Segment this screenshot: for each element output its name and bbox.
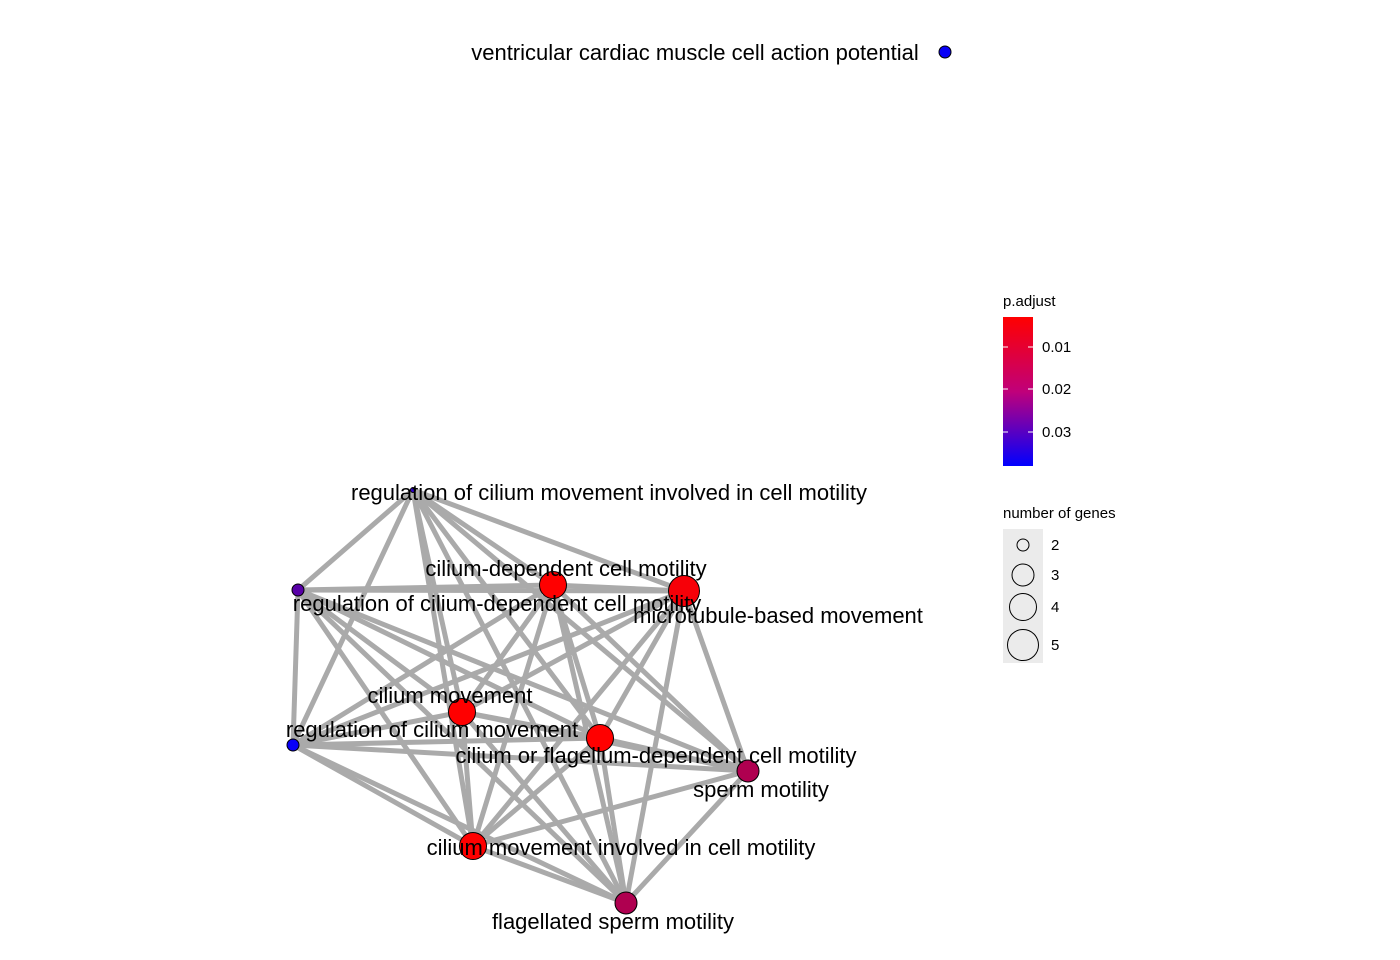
node-label-cmicm: cilium movement involved in cell motilit… bbox=[427, 835, 816, 860]
network-edge bbox=[295, 587, 687, 594]
network-edge bbox=[681, 588, 751, 774]
color-tick-label: 0.01 bbox=[1042, 339, 1071, 356]
network-edge bbox=[290, 588, 687, 748]
network-edge bbox=[597, 735, 629, 906]
size-tick-label: 5 bbox=[1051, 637, 1059, 654]
network-edge bbox=[459, 709, 629, 906]
size-key-circle bbox=[1007, 629, 1039, 661]
color-legend: p.adjust 0.01 0.02 0.03 bbox=[1003, 293, 1071, 466]
node-label-rcdcm: regulation of cilium-dependent cell moti… bbox=[293, 591, 701, 616]
size-tick-label: 2 bbox=[1051, 537, 1059, 554]
size-legend-title: number of genes bbox=[1003, 505, 1116, 522]
node-label-cdcm: cilium-dependent cell motility bbox=[425, 556, 706, 581]
node-cdcm bbox=[539, 571, 567, 599]
node-vcm bbox=[938, 45, 952, 59]
network-edge bbox=[410, 487, 556, 588]
node-cofdcm bbox=[586, 724, 614, 752]
node-cm bbox=[448, 698, 476, 726]
color-tick-label: 0.02 bbox=[1042, 381, 1071, 398]
node-fsm bbox=[614, 891, 638, 915]
network-edge bbox=[410, 487, 476, 849]
network-edge bbox=[470, 735, 603, 849]
network-edge bbox=[550, 582, 751, 774]
node-label-cofdcm: cilium or flagellum-dependent cell motil… bbox=[455, 743, 856, 768]
network-edge bbox=[295, 487, 416, 593]
node-rcm bbox=[286, 738, 300, 752]
node-label-rcm: regulation of cilium movement bbox=[286, 717, 578, 742]
color-legend-title: p.adjust bbox=[1003, 293, 1056, 310]
label-layer: ventricular cardiac muscle cell action p… bbox=[286, 40, 923, 934]
network-edge bbox=[295, 587, 629, 906]
size-key-circle bbox=[1009, 593, 1037, 621]
network-edge bbox=[623, 588, 687, 906]
node-label-cm: cilium movement bbox=[367, 683, 532, 708]
network-edge bbox=[290, 742, 751, 774]
size-tick-label: 3 bbox=[1051, 567, 1059, 584]
node-sm bbox=[736, 759, 760, 783]
node-label-mbm: microtubule-based movement bbox=[633, 603, 923, 628]
network-edge bbox=[290, 735, 603, 748]
color-tick-label: 0.03 bbox=[1042, 424, 1071, 441]
network-edge bbox=[295, 587, 603, 741]
size-tick-label: 4 bbox=[1051, 599, 1059, 616]
color-legend-bar bbox=[1003, 317, 1033, 466]
network-edge bbox=[290, 587, 301, 748]
node-layer bbox=[286, 45, 952, 915]
network-edge bbox=[623, 768, 751, 906]
network-edge bbox=[470, 768, 751, 849]
network-edge bbox=[459, 588, 687, 715]
network-edge bbox=[550, 582, 687, 594]
network-edge bbox=[470, 843, 629, 906]
edge-layer bbox=[290, 487, 751, 906]
size-key-circle bbox=[1011, 563, 1035, 587]
network-edge bbox=[290, 709, 465, 748]
node-rcmicm bbox=[410, 487, 416, 493]
node-rcdcm bbox=[291, 583, 305, 597]
size-legend: number of genes 2 3 4 5 bbox=[1003, 505, 1116, 663]
size-key-circle bbox=[1016, 538, 1030, 552]
network-edge bbox=[459, 709, 476, 849]
network-edge bbox=[597, 735, 751, 774]
node-label-vcm: ventricular cardiac muscle cell action p… bbox=[471, 40, 919, 65]
network-edge bbox=[290, 742, 629, 906]
node-label-fsm: flagellated sperm motility bbox=[492, 909, 734, 934]
node-label-rcmicm: regulation of cilium movement involved i… bbox=[351, 480, 867, 505]
node-cmicm bbox=[459, 832, 487, 860]
network-edge bbox=[470, 588, 687, 849]
node-label-sm: sperm motility bbox=[693, 777, 829, 802]
network-edge bbox=[295, 587, 476, 849]
network-edge bbox=[459, 582, 556, 715]
node-mbm bbox=[668, 575, 700, 607]
network-edge bbox=[597, 588, 687, 741]
network-edge bbox=[410, 487, 687, 594]
network-edge bbox=[470, 582, 556, 849]
network-edge bbox=[290, 582, 556, 748]
